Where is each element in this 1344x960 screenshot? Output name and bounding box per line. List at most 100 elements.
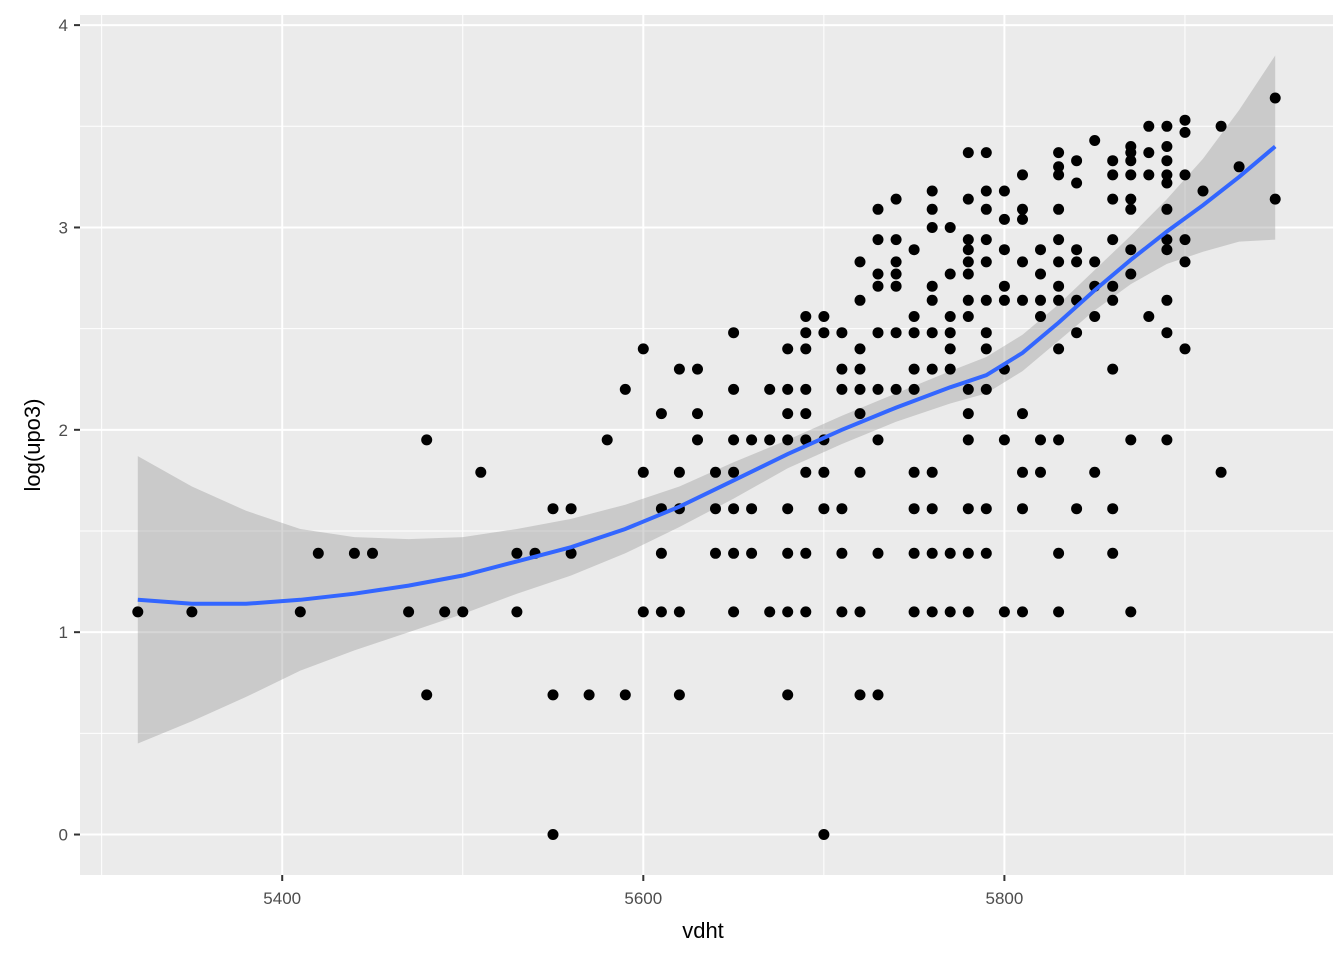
data-point: [1233, 161, 1245, 173]
data-point: [1017, 203, 1028, 215]
data-point: [854, 606, 866, 618]
data-point: [818, 311, 830, 322]
data-point: [944, 606, 956, 618]
data-point: [1107, 169, 1119, 181]
data-point: [1161, 234, 1173, 246]
data-point: [926, 606, 938, 618]
data-point: [800, 408, 812, 420]
data-point: [1035, 244, 1046, 256]
data-point: [854, 408, 866, 420]
data-point: [746, 434, 758, 446]
data-point: [1179, 343, 1191, 355]
data-point: [890, 268, 902, 280]
data-point: [728, 327, 740, 339]
data-point: [565, 503, 577, 515]
data-point: [1125, 434, 1137, 446]
data-point: [692, 434, 703, 446]
data-point: [1017, 169, 1028, 181]
data-point: [926, 280, 938, 292]
data-point: [1053, 280, 1065, 292]
data-point: [1107, 547, 1119, 559]
data-point: [998, 213, 1010, 225]
data-point: [926, 185, 938, 197]
data-point: [944, 343, 956, 355]
data-point: [312, 547, 324, 559]
data-point: [421, 689, 433, 701]
data-point: [962, 503, 974, 515]
data-point: [728, 434, 740, 446]
data-point: [1035, 311, 1046, 322]
data-point: [1017, 256, 1028, 268]
data-point: [890, 256, 902, 268]
data-point: [1161, 120, 1173, 132]
data-point: [1179, 169, 1191, 181]
data-point: [728, 503, 740, 515]
data-point: [800, 383, 812, 395]
data-point: [944, 547, 956, 559]
data-point: [872, 203, 884, 215]
data-point: [962, 268, 974, 280]
y-tick-label: 1: [59, 623, 68, 642]
data-point: [1071, 503, 1083, 515]
data-point: [1143, 311, 1155, 322]
data-point: [1089, 311, 1101, 322]
data-point: [1089, 256, 1101, 268]
data-point: [673, 606, 685, 618]
data-point: [980, 343, 992, 355]
data-point: [980, 185, 992, 197]
data-point: [1053, 343, 1065, 355]
data-point: [294, 606, 306, 618]
x-axis-title: vdht: [682, 918, 724, 943]
data-point: [998, 434, 1010, 446]
data-point: [782, 343, 794, 355]
data-point: [1071, 244, 1083, 256]
data-point: [1017, 294, 1028, 306]
data-point: [926, 363, 938, 375]
data-point: [872, 268, 884, 280]
data-point: [728, 466, 740, 478]
data-point: [1107, 234, 1119, 246]
data-point: [457, 606, 469, 618]
data-point: [782, 606, 794, 618]
data-point: [728, 606, 740, 618]
data-point: [818, 503, 830, 515]
data-point: [926, 503, 938, 515]
data-point: [836, 503, 848, 515]
data-point: [1197, 185, 1209, 197]
data-point: [637, 606, 649, 618]
confidence-band: [137, 55, 1276, 744]
plot-panel: [80, 15, 1333, 875]
data-point: [1053, 203, 1065, 215]
data-point: [764, 383, 776, 395]
data-point: [962, 193, 974, 205]
data-point: [710, 503, 721, 515]
data-point: [1107, 294, 1119, 306]
data-point: [782, 434, 794, 446]
data-point: [1269, 92, 1281, 104]
data-point: [944, 268, 956, 280]
x-tick-label: 5800: [985, 889, 1023, 908]
data-point: [1215, 466, 1227, 478]
data-point: [439, 606, 451, 618]
data-point: [980, 256, 992, 268]
data-points: [132, 92, 1281, 840]
data-point: [908, 311, 920, 322]
data-point: [1107, 280, 1119, 292]
data-point: [854, 294, 866, 306]
major-grid: [80, 15, 1333, 875]
data-point: [1071, 256, 1083, 268]
data-point: [818, 829, 830, 840]
data-point: [1053, 234, 1065, 246]
data-point: [511, 606, 523, 618]
data-point: [1161, 177, 1173, 189]
data-point: [511, 547, 523, 559]
data-point: [890, 327, 902, 339]
data-point: [998, 280, 1010, 292]
data-point: [908, 383, 920, 395]
data-point: [710, 466, 721, 478]
data-point: [655, 408, 667, 420]
data-point: [746, 503, 758, 515]
data-point: [547, 829, 559, 840]
data-point: [619, 383, 631, 395]
data-point: [1125, 155, 1137, 167]
